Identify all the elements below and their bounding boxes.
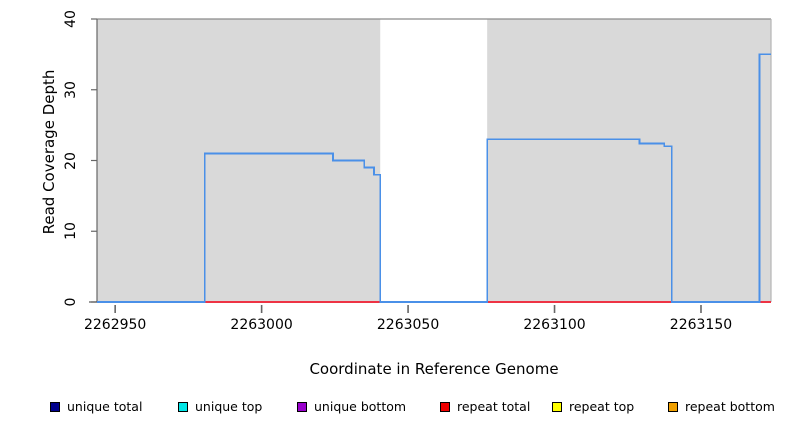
legend-swatch-icon-repeat-bottom: [668, 402, 678, 412]
x-tick-label-1: 2263000: [230, 317, 293, 333]
legend-swatch-icon-unique-top: [178, 402, 188, 412]
x-axis-title: Coordinate in Reference Genome: [309, 360, 559, 378]
chart-legend: unique total unique top unique bottom repea…: [0, 398, 792, 418]
legend-label: unique bottom: [314, 399, 407, 414]
legend-item-unique-total[interactable]: unique total: [50, 398, 142, 416]
legend-item-repeat-total[interactable]: repeat total: [440, 398, 530, 416]
legend-label: repeat top: [569, 399, 635, 414]
x-tick-label-2: 2263050: [376, 317, 440, 333]
legend-label: unique total: [67, 399, 143, 414]
legend-item-unique-top[interactable]: unique top: [178, 398, 262, 416]
legend-label: unique top: [195, 399, 263, 414]
legend-swatch-icon-unique-total: [50, 402, 60, 412]
series-line-unique-total: [97, 53, 771, 303]
y-tick-label-4: 40: [63, 10, 79, 28]
legend-swatch-icon-unique-bottom: [297, 402, 307, 412]
legend-label: repeat total: [457, 399, 531, 414]
y-tick-label-3: 30: [63, 80, 79, 99]
x-tick-label-3: 2263100: [523, 317, 586, 333]
legend-item-repeat-bottom[interactable]: repeat bottom: [668, 398, 775, 416]
legend-label: repeat bottom: [685, 399, 775, 414]
legend-swatch-icon-repeat-top: [552, 402, 562, 412]
legend-swatch-icon-repeat-total: [440, 402, 450, 412]
y-tick-label-1: 10: [63, 222, 79, 241]
legend-item-unique-bottom[interactable]: unique bottom: [297, 398, 406, 416]
x-tick-label-4: 2263150: [669, 317, 733, 333]
y-tick-label-2: 20: [63, 151, 79, 170]
legend-item-repeat-top[interactable]: repeat top: [552, 398, 634, 416]
y-axis-title: Read Coverage Depth: [40, 69, 58, 235]
x-tick-label-0: 2262950: [83, 317, 147, 333]
coverage-gap-band: [380, 19, 488, 302]
